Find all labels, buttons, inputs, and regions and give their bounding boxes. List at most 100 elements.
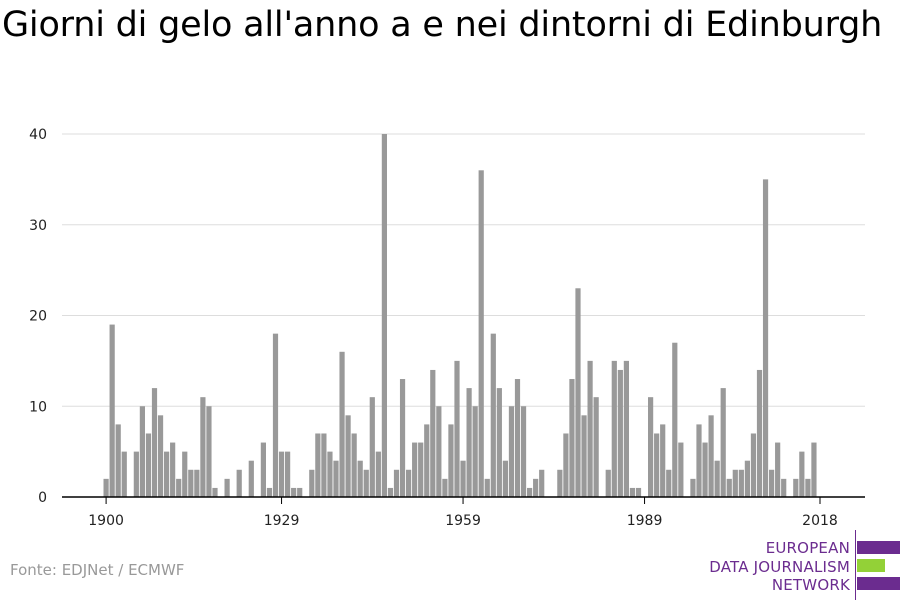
- bar: [442, 478, 448, 497]
- bar: [781, 478, 787, 497]
- bar: [775, 442, 781, 497]
- logo-bar-green: [857, 559, 885, 572]
- x-tick-label: 1900: [88, 513, 124, 529]
- bar: [756, 369, 763, 497]
- bar: [472, 406, 478, 497]
- bar: [696, 424, 702, 497]
- bar: [387, 487, 394, 497]
- bar: [726, 478, 732, 497]
- bar: [345, 415, 351, 497]
- bar: [484, 478, 490, 497]
- y-tick-label: 0: [38, 490, 47, 506]
- bar: [539, 469, 545, 497]
- bar: [732, 469, 738, 497]
- bar: [678, 442, 684, 497]
- bar: [587, 360, 593, 497]
- bar: [176, 478, 182, 497]
- bar: [436, 406, 442, 497]
- bar: [593, 397, 599, 497]
- bar: [714, 460, 720, 497]
- bar: [617, 369, 623, 497]
- bar: [103, 478, 109, 497]
- bar: [793, 478, 799, 497]
- bar: [164, 451, 170, 497]
- bar: [406, 469, 412, 497]
- bar: [738, 469, 744, 497]
- bar: [720, 388, 726, 497]
- bar: [297, 487, 303, 497]
- bar: [769, 469, 775, 497]
- bar: [575, 288, 581, 497]
- bar: [381, 134, 387, 497]
- bar: [278, 451, 285, 497]
- x-tick-label: 1959: [445, 513, 481, 529]
- bar: [805, 478, 811, 497]
- bar: [309, 469, 315, 497]
- logo-bar-purple-top: [857, 541, 900, 554]
- bar: [369, 397, 375, 497]
- bar: [357, 460, 363, 497]
- bar: [315, 433, 321, 497]
- x-tick-label: 1989: [627, 513, 663, 529]
- bar: [811, 442, 817, 497]
- bar: [605, 469, 611, 497]
- bar: [145, 433, 152, 497]
- bar: [569, 379, 575, 497]
- bar: [520, 406, 527, 497]
- bar: [236, 469, 242, 497]
- logo-text-european: EUROPEAN: [765, 539, 850, 557]
- logo-divider: [855, 530, 856, 600]
- y-gridlines: [62, 133, 865, 407]
- bar: [339, 351, 345, 497]
- bar: [666, 469, 672, 497]
- bar: [188, 469, 194, 497]
- x-tick-label: 1929: [264, 513, 300, 529]
- logo-text-network: NETWORK: [771, 576, 850, 594]
- bars: [103, 134, 817, 498]
- bar: [139, 406, 145, 497]
- logo-bar-purple-bottom: [857, 577, 900, 590]
- y-tick-label: 30: [29, 218, 47, 234]
- y-tick-label: 10: [29, 399, 47, 415]
- logo-text-data-journalism: DATA JOURNALISM: [709, 558, 850, 576]
- bar: [399, 379, 406, 497]
- bar: [224, 478, 230, 497]
- bar: [460, 460, 466, 497]
- bar: [194, 469, 200, 497]
- bar: [762, 179, 769, 497]
- bar: [611, 360, 617, 497]
- bar: [508, 406, 515, 497]
- bar: [702, 442, 708, 497]
- source-note: Fonte: EDJNet / ECMWF: [10, 561, 185, 579]
- bar: [321, 433, 327, 497]
- bar: [527, 487, 533, 497]
- bar: [333, 460, 339, 497]
- bar: [418, 442, 424, 497]
- bar: [448, 424, 454, 497]
- bar: [248, 460, 254, 497]
- x-axis-ticks: 1900 1929 1959 1989 2018: [88, 497, 838, 529]
- bar: [708, 415, 714, 497]
- bar: [291, 487, 297, 497]
- bar: [327, 451, 333, 497]
- bar: [430, 369, 436, 497]
- bar: [672, 342, 678, 497]
- bar: [109, 324, 115, 497]
- bar: [660, 424, 666, 497]
- bar: [648, 397, 654, 497]
- bar: [424, 424, 430, 497]
- bar: [266, 487, 273, 497]
- bar: [182, 451, 188, 497]
- bar: [635, 487, 642, 497]
- bar: [690, 478, 696, 497]
- x-tick-label: 2018: [802, 513, 838, 529]
- bar: [514, 379, 521, 497]
- bar: [654, 433, 660, 497]
- bar: [133, 451, 139, 497]
- bar: [157, 415, 164, 497]
- bar: [563, 433, 569, 497]
- y-tick-label: 40: [29, 127, 47, 143]
- bar: [466, 388, 472, 497]
- bar: [744, 460, 750, 497]
